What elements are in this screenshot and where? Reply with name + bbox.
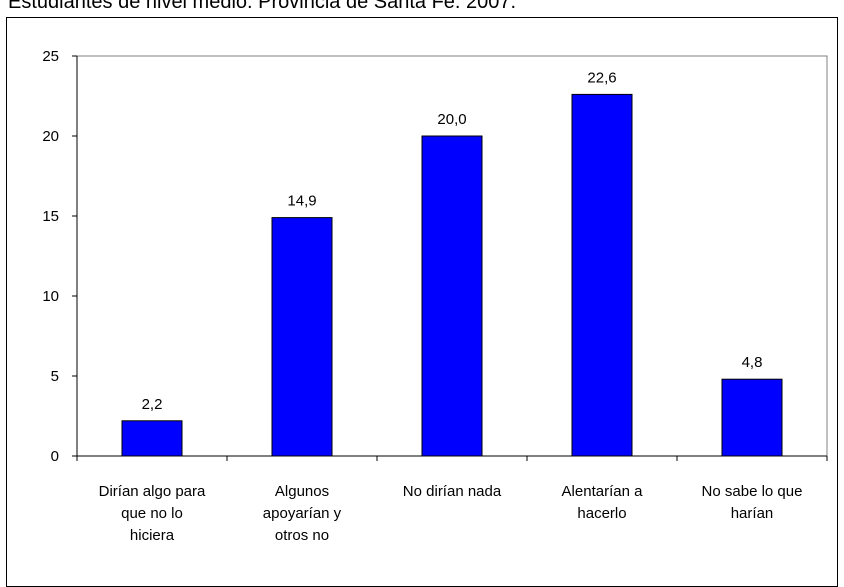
data-label: 20,0 — [437, 111, 466, 128]
bar — [271, 217, 333, 457]
bar — [571, 93, 633, 457]
x-category-label: Alentarían a — [562, 483, 644, 500]
x-category-label: hiciera — [130, 527, 175, 544]
y-tick-label: 15 — [42, 208, 59, 225]
x-category-label: No dirían nada — [403, 483, 502, 500]
y-tick-label: 5 — [51, 368, 59, 385]
x-category-label: Dirían algo para — [99, 483, 206, 500]
x-category-label: que no lo — [121, 505, 183, 522]
data-label: 22,6 — [587, 69, 616, 86]
y-tick-label: 20 — [42, 128, 59, 145]
data-label: 4,8 — [742, 354, 763, 371]
bar — [421, 135, 483, 457]
data-label: 2,2 — [142, 396, 163, 413]
x-category-label: No sabe lo que — [702, 483, 803, 500]
x-category-label: harían — [731, 505, 774, 522]
labels: 2,2 Dirían algo para que no lo hiciera 14,9 A… — [99, 69, 803, 544]
x-category-label: otros no — [275, 527, 329, 544]
data-label: 14,9 — [287, 193, 316, 210]
x-category-label: Algunos — [275, 483, 329, 500]
bar — [721, 378, 783, 457]
y-tick-label: 0 — [51, 448, 59, 465]
y-tick-label: 25 — [42, 48, 59, 65]
bar — [121, 420, 183, 457]
y-tick-label: 10 — [42, 288, 59, 305]
bars — [121, 93, 783, 457]
x-category-label: apoyarían y — [263, 505, 342, 522]
page-title: Estudiantes de nivel medio. Provincia de… — [8, 0, 517, 13]
x-category-label: hacerlo — [577, 505, 626, 522]
